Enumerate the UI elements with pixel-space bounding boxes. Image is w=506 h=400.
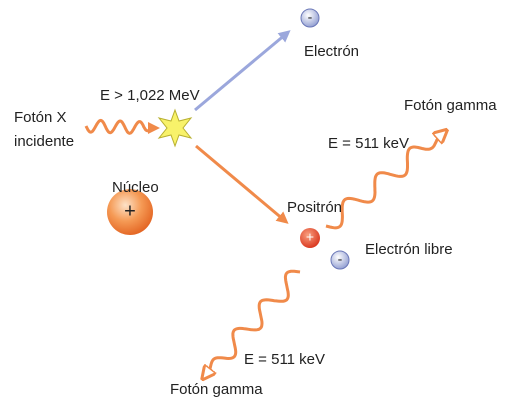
positron-charge: + xyxy=(306,229,314,245)
photon-label: incidente xyxy=(14,133,74,150)
electron xyxy=(300,8,320,28)
gamma-energy: E = 511 keV xyxy=(244,351,325,368)
free-electron-charge: - xyxy=(338,251,343,267)
gamma-label: Fotón gamma xyxy=(404,97,497,114)
incident-photon-wave xyxy=(84,118,160,135)
electron-label: Electrón xyxy=(304,43,359,60)
free-electron-label: Electrón libre xyxy=(365,241,453,258)
positron xyxy=(300,228,320,248)
nucleus xyxy=(107,189,153,235)
positron-arrow xyxy=(195,144,289,224)
electron-charge: - xyxy=(308,9,313,25)
gamma-energy: E = 511 keV xyxy=(328,135,409,152)
gamma-label: Fotón gamma xyxy=(170,381,263,398)
energy-label: E > 1,022 MeV xyxy=(100,87,200,104)
nucleus-charge: + xyxy=(124,200,136,222)
gamma-wave xyxy=(208,269,301,372)
free-electron xyxy=(330,250,350,270)
nucleus-label: Núcleo xyxy=(112,179,159,196)
interaction-star xyxy=(157,108,193,148)
photon-label: Fotón X xyxy=(14,109,67,126)
positron-label: Positrón xyxy=(287,199,342,216)
gamma-wave xyxy=(325,136,440,230)
electron-arrow xyxy=(194,30,291,112)
